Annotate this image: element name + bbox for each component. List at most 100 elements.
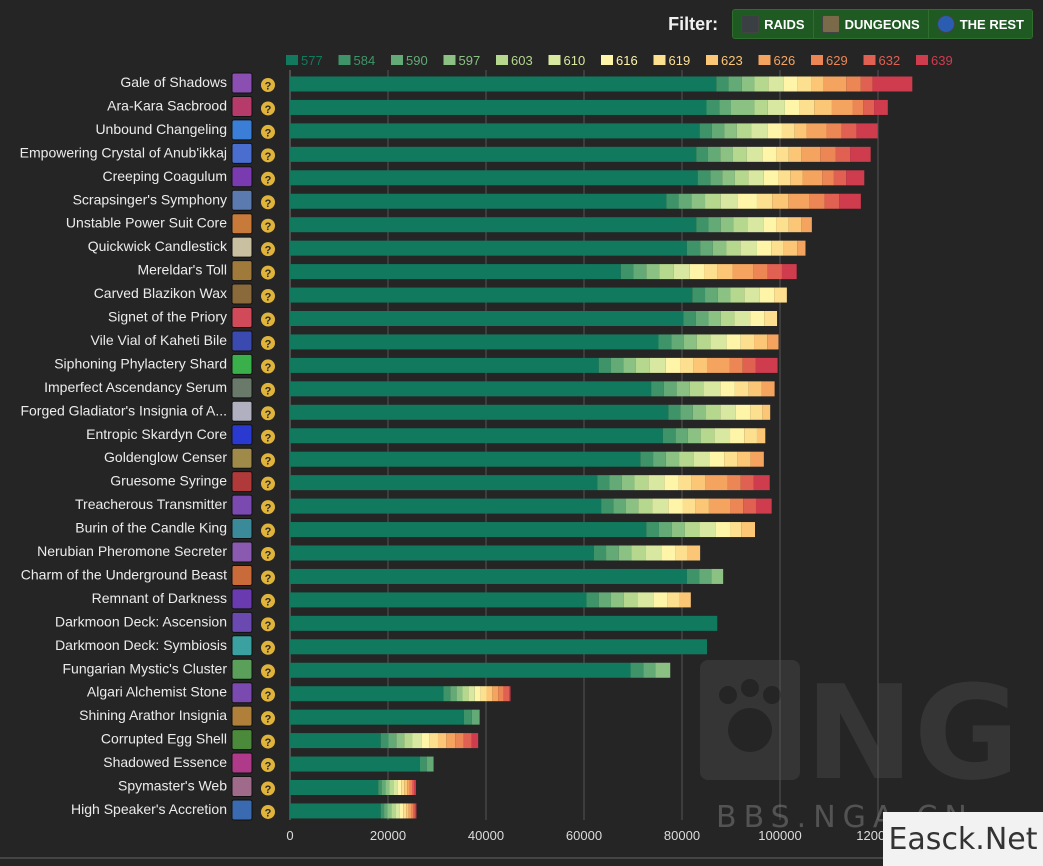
item-icon bbox=[232, 214, 252, 234]
bar-segment bbox=[757, 428, 765, 443]
legend-swatch bbox=[444, 55, 456, 65]
bar-segment bbox=[707, 100, 720, 115]
bar-segment bbox=[290, 123, 700, 138]
bar-segment bbox=[640, 452, 653, 467]
bar-segment bbox=[737, 194, 757, 209]
bar-segment bbox=[290, 592, 586, 607]
bar-segment bbox=[756, 358, 778, 373]
help-icon-glyph: ? bbox=[265, 432, 272, 444]
bar-segment bbox=[626, 499, 639, 514]
bar-segment bbox=[680, 592, 691, 607]
bar-segment bbox=[731, 288, 745, 303]
bar-segment bbox=[290, 663, 631, 678]
bar-segment bbox=[744, 428, 757, 443]
bar-segment bbox=[683, 311, 695, 326]
bar-segment bbox=[463, 733, 471, 748]
bar-segment bbox=[677, 381, 690, 396]
legend-label: 603 bbox=[511, 53, 533, 68]
help-icon-glyph: ? bbox=[265, 456, 272, 468]
bar-segment bbox=[714, 428, 730, 443]
item-icon bbox=[232, 683, 252, 703]
bar-segment bbox=[743, 499, 756, 514]
bar-segment bbox=[700, 241, 713, 256]
bar-segment bbox=[676, 546, 688, 561]
x-tick-label: 0 bbox=[286, 828, 293, 843]
bar-segment bbox=[742, 77, 755, 92]
help-icon-glyph: ? bbox=[265, 315, 272, 327]
bar-segment bbox=[754, 334, 767, 349]
bar-segment bbox=[696, 147, 708, 162]
bar-segment bbox=[827, 123, 842, 138]
bar-segment bbox=[768, 100, 785, 115]
item-label: Mereldar's Toll bbox=[137, 262, 227, 278]
bar-segment bbox=[697, 334, 711, 349]
bar-segment bbox=[409, 803, 411, 818]
item-label: Vile Vial of Kaheti Bile bbox=[91, 332, 228, 348]
bar-segment bbox=[427, 757, 434, 772]
bar-segment bbox=[754, 475, 770, 490]
bar-segment bbox=[718, 288, 731, 303]
bar-segment bbox=[652, 499, 668, 514]
bar-segment bbox=[674, 264, 690, 279]
bar-segment bbox=[721, 311, 735, 326]
item-icon bbox=[232, 143, 252, 163]
bar-segment bbox=[795, 123, 807, 138]
legend-label: 597 bbox=[459, 53, 481, 68]
bar-segment bbox=[705, 475, 728, 490]
bar-segment bbox=[290, 217, 696, 232]
bar-segment bbox=[839, 194, 861, 209]
bar-segment bbox=[710, 170, 722, 185]
bar-segment bbox=[767, 334, 778, 349]
x-tick-label: 60000 bbox=[566, 828, 602, 843]
bar-segment bbox=[421, 733, 429, 748]
bar-segment bbox=[688, 546, 700, 561]
bar-segment bbox=[693, 452, 709, 467]
bar-segment bbox=[698, 170, 711, 185]
item-label: Ara-Kara Sacbrood bbox=[107, 97, 227, 113]
bar-segment bbox=[735, 170, 748, 185]
item-label: Algari Alchemist Stone bbox=[87, 684, 227, 700]
help-icon-glyph: ? bbox=[265, 151, 272, 163]
item-label: Quickwick Candlestick bbox=[88, 238, 228, 254]
legend-label: 632 bbox=[879, 53, 901, 68]
help-icon-glyph: ? bbox=[265, 292, 272, 304]
bar-segment bbox=[700, 123, 712, 138]
item-icon bbox=[232, 565, 252, 585]
bar-segment bbox=[455, 733, 463, 748]
bar-segment bbox=[404, 733, 412, 748]
bar-segment bbox=[619, 546, 632, 561]
bar-segment bbox=[290, 77, 716, 92]
bar-segment bbox=[601, 499, 613, 514]
item-icon bbox=[232, 800, 252, 820]
bar-segment bbox=[682, 499, 695, 514]
bar-segment bbox=[782, 123, 795, 138]
bar-segment bbox=[443, 686, 450, 701]
bar-segment bbox=[290, 288, 692, 303]
item-icon bbox=[232, 401, 252, 421]
bar-segment bbox=[472, 733, 478, 748]
bar-segment bbox=[735, 381, 749, 396]
item-icon bbox=[232, 284, 252, 304]
bar-segment bbox=[741, 475, 754, 490]
item-icon bbox=[232, 589, 252, 609]
bar-segment bbox=[486, 686, 492, 701]
bar-segment bbox=[475, 686, 481, 701]
bar-segment bbox=[789, 217, 801, 232]
help-icon-glyph: ? bbox=[265, 596, 272, 608]
bar-segment bbox=[290, 569, 687, 584]
bar-segment bbox=[692, 475, 705, 490]
legend-label: 616 bbox=[616, 53, 638, 68]
legend-label: 623 bbox=[721, 53, 743, 68]
bar-segment bbox=[801, 147, 820, 162]
bar-segment bbox=[694, 358, 707, 373]
item-label: Entropic Skardyn Core bbox=[86, 426, 227, 442]
bar-segment bbox=[634, 475, 648, 490]
bar-segment bbox=[599, 358, 611, 373]
help-icon-glyph: ? bbox=[265, 573, 272, 585]
bar-segment bbox=[709, 499, 730, 514]
bar-segment bbox=[776, 217, 789, 232]
help-icon-glyph: ? bbox=[265, 667, 272, 679]
legend-label: 590 bbox=[406, 53, 428, 68]
bar-segment bbox=[736, 405, 750, 420]
bar-segment bbox=[664, 475, 678, 490]
